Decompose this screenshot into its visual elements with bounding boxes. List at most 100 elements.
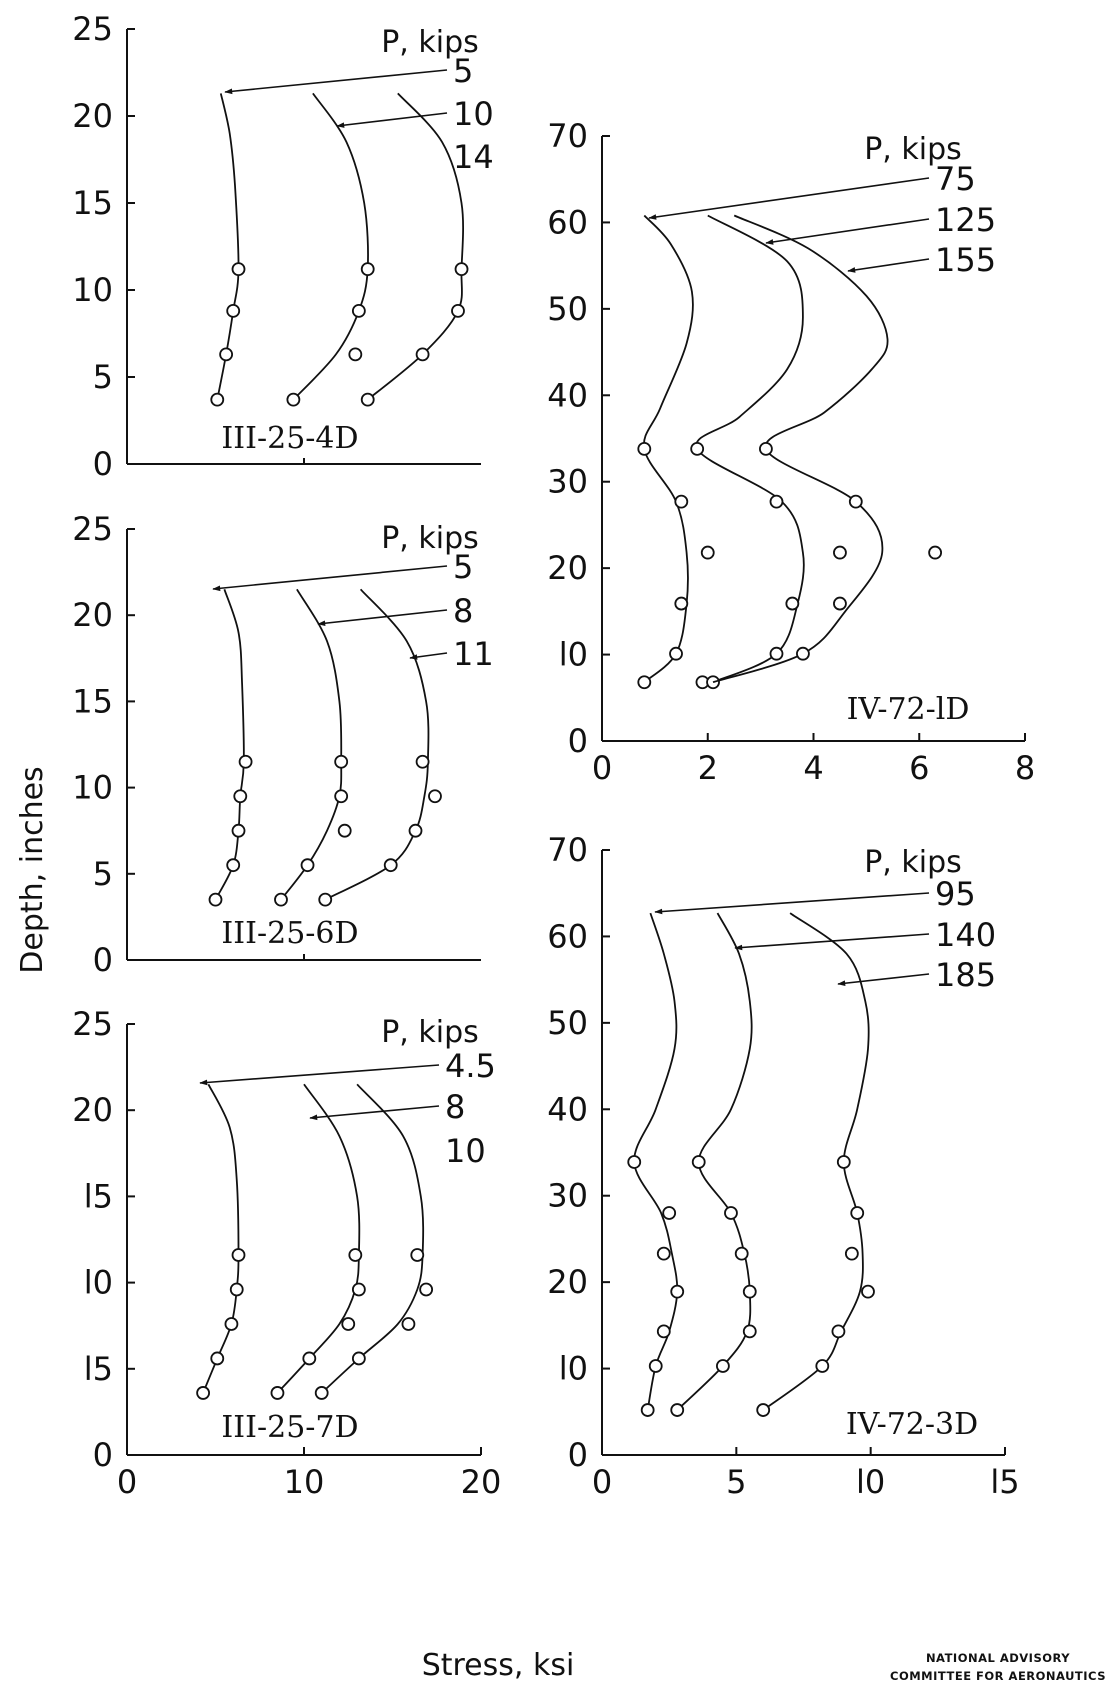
data-point <box>785 596 800 611</box>
data-point <box>415 347 430 362</box>
data-point <box>742 1284 757 1299</box>
series-75: 75 <box>637 160 976 690</box>
data-point <box>415 754 430 769</box>
panel-iv-72-3d: 0 l0 20 30 40 50 60 70 0 5 l0 l5 IV-72-3D P, kips9514… <box>547 831 1019 1501</box>
data-point <box>231 823 246 838</box>
data-point <box>351 1282 366 1297</box>
specimen-label: III-25-7D <box>221 1410 358 1445</box>
data-point <box>759 441 773 456</box>
series-label: 14 <box>453 138 494 176</box>
series-curve <box>676 912 753 1411</box>
x-tick-label: 4 <box>803 749 823 787</box>
x-tick-label: 20 <box>461 1463 502 1501</box>
data-point <box>648 1359 663 1373</box>
data-point <box>302 1351 317 1366</box>
data-point <box>351 1351 366 1366</box>
credit-line-1: NATIONAL ADVISORY <box>926 1651 1070 1665</box>
data-point <box>700 545 715 560</box>
data-point <box>656 1246 671 1261</box>
leader-arrow <box>847 258 930 273</box>
x-tick-label: 2 <box>698 749 718 787</box>
data-point <box>408 823 423 838</box>
y-tick-label: 5 <box>93 855 113 893</box>
data-point <box>656 1324 671 1339</box>
data-point <box>831 1324 846 1339</box>
y-tick-label: l5 <box>84 1177 113 1215</box>
data-point <box>848 494 863 509</box>
series-5: 5 <box>210 52 473 407</box>
data-point <box>348 347 363 362</box>
series-label: 11 <box>453 635 494 673</box>
y-tick-label: 0 <box>93 445 113 483</box>
data-point <box>238 754 253 769</box>
specimen-label: III-25-6D <box>221 916 358 951</box>
y-tick-label: 20 <box>72 596 113 634</box>
leader-arrow <box>224 69 448 95</box>
series-125: 125 <box>690 201 996 690</box>
data-point <box>724 1206 738 1220</box>
data-point <box>669 646 683 661</box>
data-point <box>226 858 241 873</box>
y-tick-label: 50 <box>547 290 588 328</box>
data-point <box>334 754 349 769</box>
data-point <box>833 596 847 611</box>
series-curve <box>367 92 464 401</box>
series-label: 10 <box>453 95 494 133</box>
data-point <box>844 1246 859 1261</box>
panel-iv-72-ld: 0 l0 20 30 40 50 60 70 0 2 4 6 8 IV-72-lD P, kips75125… <box>547 117 1035 787</box>
series-5: 5 <box>208 548 473 907</box>
y-tick-label: 60 <box>547 203 588 241</box>
x-tick-label: 8 <box>1015 749 1035 787</box>
y-tick-label: 0 <box>568 1436 588 1474</box>
series-label: 10 <box>445 1132 486 1170</box>
data-point <box>341 1317 356 1331</box>
leader-arrow <box>654 892 930 915</box>
data-point <box>226 303 241 318</box>
data-point <box>360 392 375 407</box>
series-curve <box>695 214 805 684</box>
specimen-label: IV-72-3D <box>846 1407 978 1442</box>
series-label: 4.5 <box>445 1047 496 1085</box>
series-155: 155 <box>712 214 996 684</box>
data-point <box>337 823 352 838</box>
data-point <box>419 1282 434 1297</box>
leader-arrow <box>648 177 930 220</box>
y-tick-label: 15 <box>72 184 113 222</box>
y-tick-label: 0 <box>93 941 113 979</box>
data-point <box>351 303 366 318</box>
series-curve <box>202 1083 240 1394</box>
series-140: 140 <box>670 912 996 1417</box>
series-curve <box>276 1083 361 1394</box>
y-tick-label: l0 <box>84 1264 113 1302</box>
data-point <box>769 494 784 509</box>
y-tick-label: l5 <box>84 1350 113 1388</box>
data-point <box>716 1359 730 1373</box>
data-point <box>428 789 442 804</box>
leader-arrow <box>212 565 448 592</box>
y-tick-label: 60 <box>547 917 588 955</box>
data-point <box>691 1155 706 1169</box>
series-label: 140 <box>935 916 996 954</box>
series-label: 8 <box>445 1088 465 1126</box>
data-point <box>286 392 301 407</box>
data-point <box>637 675 652 690</box>
data-point <box>410 1248 425 1262</box>
y-tick-label: 10 <box>72 769 113 807</box>
series-label: 8 <box>453 592 473 630</box>
data-point <box>850 1206 865 1220</box>
series-label: 5 <box>453 548 473 586</box>
y-tick-label: 25 <box>72 10 113 48</box>
specimen-label: IV-72-lD <box>847 692 970 727</box>
x-tick-label: 5 <box>726 1463 746 1501</box>
data-point <box>360 262 375 277</box>
data-point <box>769 646 784 661</box>
y-tick-label: 0 <box>568 722 588 760</box>
data-point <box>454 262 469 277</box>
series-curve <box>712 214 889 684</box>
leader-arrow <box>199 1064 440 1086</box>
series-curve <box>214 589 245 901</box>
data-point <box>670 1284 685 1299</box>
data-point <box>674 596 689 611</box>
